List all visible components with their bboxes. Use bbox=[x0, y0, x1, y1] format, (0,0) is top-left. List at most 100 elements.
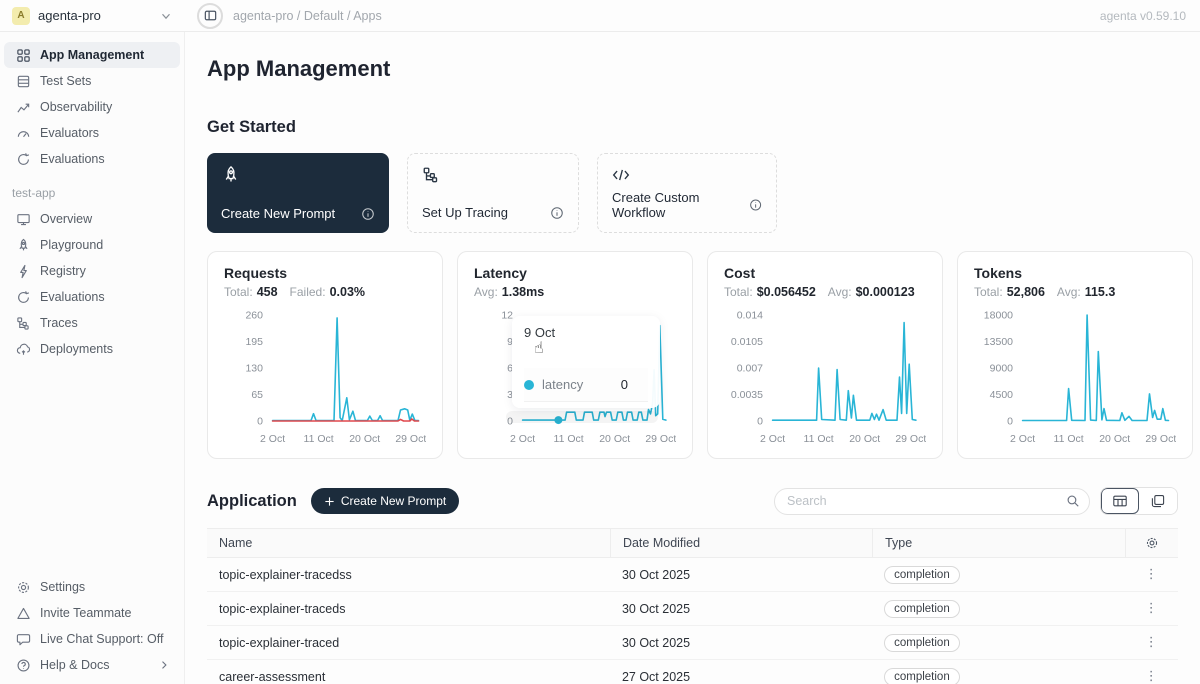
table-body: topic-explainer-tracedss30 Oct 2025compl… bbox=[207, 558, 1178, 684]
breadcrumb[interactable]: agenta-pro / Default / Apps bbox=[233, 9, 382, 23]
create-new-prompt-card[interactable]: Create New Prompt bbox=[207, 153, 389, 233]
series-dot-icon bbox=[524, 380, 534, 390]
svg-text:18000: 18000 bbox=[984, 310, 1013, 322]
svg-text:0.0105: 0.0105 bbox=[731, 336, 763, 348]
search-icon[interactable] bbox=[1066, 494, 1080, 508]
workspace-avatar: A bbox=[12, 7, 30, 25]
sidebar-item-evaluations-project[interactable]: Evaluations bbox=[4, 284, 180, 310]
row-menu-icon[interactable]: ⋮ bbox=[1145, 670, 1158, 683]
create-new-prompt-button[interactable]: Create New Prompt bbox=[311, 488, 459, 514]
stat-pair: Avg:$0.000123 bbox=[828, 285, 915, 299]
svg-text:20 Oct: 20 Oct bbox=[849, 433, 880, 445]
project-label: test-app bbox=[0, 172, 184, 206]
stat-pair: Total:52,806 bbox=[974, 285, 1045, 299]
top-bar: A agenta-pro agenta-pro / Default / Apps… bbox=[0, 0, 1200, 32]
sidebar-item-evaluators[interactable]: Evaluators bbox=[4, 120, 180, 146]
table-row[interactable]: topic-explainer-tracedss30 Oct 2025compl… bbox=[207, 558, 1178, 592]
code-icon bbox=[612, 166, 630, 184]
svg-text:0: 0 bbox=[757, 416, 763, 428]
svg-text:20 Oct: 20 Oct bbox=[349, 433, 380, 445]
set-up-tracing-card[interactable]: Set Up Tracing bbox=[407, 153, 579, 233]
sidebar-toggle-button[interactable] bbox=[197, 3, 223, 29]
stat-label: Total: bbox=[724, 285, 753, 299]
app-name-cell: topic-explainer-traced bbox=[207, 636, 610, 650]
version-label: agenta v0.59.10 bbox=[1100, 9, 1200, 23]
header-date-modified[interactable]: Date Modified bbox=[610, 529, 872, 557]
traces-icon bbox=[16, 316, 31, 331]
evaluations-icon bbox=[16, 152, 31, 167]
workspace-selector[interactable]: A agenta-pro bbox=[0, 7, 185, 25]
date-modified-cell: 27 Oct 2025 bbox=[610, 670, 872, 684]
table-row[interactable]: career-assessment27 Oct 2025completion⋮ bbox=[207, 660, 1178, 684]
stat-label: Avg: bbox=[474, 285, 498, 299]
info-icon bbox=[550, 206, 564, 220]
date-modified-cell: 30 Oct 2025 bbox=[610, 636, 872, 650]
sidebar-item-traces[interactable]: Traces bbox=[4, 310, 180, 336]
stat-value: 115.3 bbox=[1085, 285, 1116, 299]
svg-text:0: 0 bbox=[257, 416, 263, 428]
main-content: App Management Get Started Create New Pr… bbox=[185, 32, 1200, 684]
card-view-button[interactable] bbox=[1139, 488, 1177, 514]
chat-bubble-icon bbox=[16, 632, 31, 647]
header-type[interactable]: Type bbox=[872, 529, 1124, 557]
overview-icon bbox=[16, 212, 31, 227]
sidebar-item-test-sets[interactable]: Test Sets bbox=[4, 68, 180, 94]
stat-pair: Failed: 0.03% bbox=[290, 285, 365, 299]
tooltip-shadow-bar bbox=[506, 411, 658, 423]
help-icon bbox=[16, 658, 31, 673]
cost-chart[interactable]: 0.0140.01050.0070.003502 Oct11 Oct20 Oct… bbox=[724, 305, 926, 451]
stat-pair: Total:$0.056452 bbox=[724, 285, 816, 299]
sidebar-item-live-chat[interactable]: Live Chat Support: Off bbox=[4, 626, 180, 652]
metric-stats: Avg: 1.38ms bbox=[474, 285, 676, 299]
table-row[interactable]: topic-explainer-traceds30 Oct 2025comple… bbox=[207, 592, 1178, 626]
tokens-chart[interactable]: 18000135009000450002 Oct11 Oct20 Oct29 O… bbox=[974, 305, 1176, 451]
sidebar-item-evaluations[interactable]: Evaluations bbox=[4, 146, 180, 172]
evaluations-icon bbox=[16, 290, 31, 305]
type-badge: completion bbox=[884, 600, 960, 618]
svg-text:29 Oct: 29 Oct bbox=[895, 433, 926, 445]
sidebar-item-observability[interactable]: Observability bbox=[4, 94, 180, 120]
svg-text:9000: 9000 bbox=[990, 363, 1014, 375]
stat-value: 52,806 bbox=[1007, 285, 1045, 299]
test-sets-icon bbox=[16, 74, 31, 89]
tooltip-series: latency bbox=[542, 377, 583, 392]
sidebar-item-invite-teammate[interactable]: Invite Teammate bbox=[4, 600, 180, 626]
sidebar-item-deployments[interactable]: Deployments bbox=[4, 336, 180, 362]
rocket-icon bbox=[16, 238, 31, 253]
stat-label: Avg: bbox=[828, 285, 852, 299]
table-view-button[interactable] bbox=[1101, 488, 1139, 514]
row-menu-icon[interactable]: ⋮ bbox=[1145, 602, 1158, 615]
svg-text:4500: 4500 bbox=[990, 389, 1014, 401]
type-cell: completion bbox=[872, 600, 1124, 618]
table-header: Name Date Modified Type bbox=[207, 528, 1178, 558]
svg-text:29 Oct: 29 Oct bbox=[395, 433, 426, 445]
sidebar-item-registry[interactable]: Registry bbox=[4, 258, 180, 284]
sidebar-item-settings[interactable]: Settings bbox=[4, 574, 180, 600]
row-menu-icon[interactable]: ⋮ bbox=[1145, 568, 1158, 581]
svg-text:20 Oct: 20 Oct bbox=[599, 433, 630, 445]
sidebar-item-overview[interactable]: Overview bbox=[4, 206, 180, 232]
create-custom-workflow-card[interactable]: Create Custom Workflow bbox=[597, 153, 777, 233]
sidebar-item-help-docs[interactable]: Help & Docs bbox=[4, 652, 180, 678]
requests-chart[interactable]: 2601951306502 Oct11 Oct20 Oct29 Oct bbox=[224, 305, 426, 451]
app-management-icon bbox=[16, 48, 31, 63]
svg-text:11 Oct: 11 Oct bbox=[554, 433, 584, 445]
stat-value: 1.38ms bbox=[502, 285, 544, 299]
plus-icon bbox=[324, 496, 335, 507]
sidebar-item-playground[interactable]: Playground bbox=[4, 232, 180, 258]
sidebar-item-app-management[interactable]: App Management bbox=[4, 42, 180, 68]
column-settings-button[interactable] bbox=[1125, 529, 1178, 557]
stat-label: Failed: bbox=[290, 285, 326, 299]
stat-value: 0.03% bbox=[330, 285, 365, 299]
search-input[interactable] bbox=[774, 488, 1090, 515]
card-label: Create New Prompt bbox=[221, 206, 335, 221]
svg-text:29 Oct: 29 Oct bbox=[645, 433, 676, 445]
type-cell: completion bbox=[872, 668, 1124, 684]
row-menu-icon[interactable]: ⋮ bbox=[1145, 636, 1158, 649]
metric-stats: Total:458Failed:0.03% bbox=[224, 285, 426, 299]
info-icon bbox=[361, 207, 375, 221]
stat-pair: Avg:115.3 bbox=[1057, 285, 1115, 299]
workspace-name: agenta-pro bbox=[38, 8, 101, 23]
header-name[interactable]: Name bbox=[207, 536, 610, 550]
table-row[interactable]: topic-explainer-traced30 Oct 2025complet… bbox=[207, 626, 1178, 660]
